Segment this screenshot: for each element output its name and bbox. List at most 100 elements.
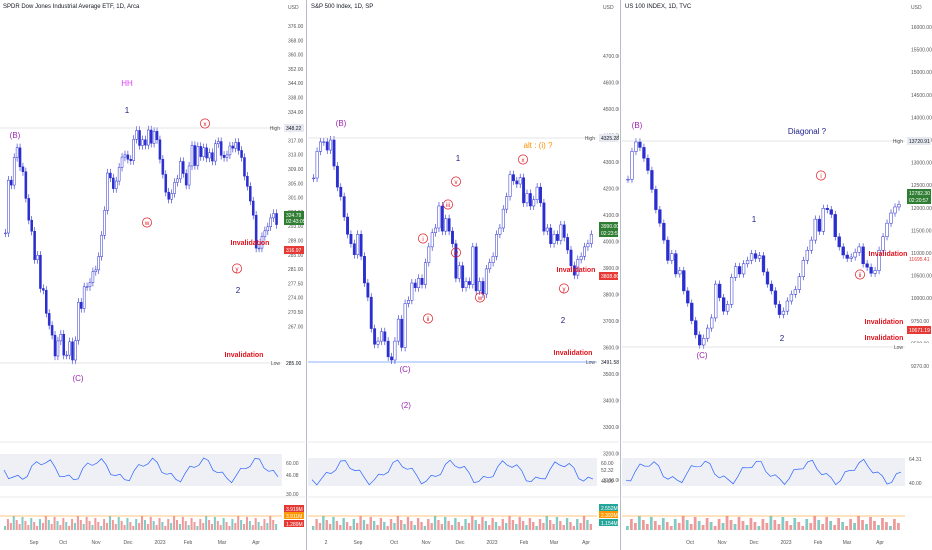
y-tick-label: 3400.00 xyxy=(603,399,619,405)
volume-bar xyxy=(181,517,184,530)
wave-label: (2) xyxy=(401,401,411,410)
candle xyxy=(634,141,638,152)
candle xyxy=(97,256,101,271)
volume-bar xyxy=(789,525,793,530)
x-tick-label: Feb xyxy=(814,540,823,546)
y-tick-label: 4500.00 xyxy=(603,107,619,113)
candle xyxy=(176,178,179,183)
candle xyxy=(132,139,135,161)
volume-bar xyxy=(753,522,757,530)
volume-bar xyxy=(88,521,91,530)
volume-bar xyxy=(761,519,765,530)
candle xyxy=(809,239,813,251)
wave-label: x xyxy=(204,122,207,128)
wave-label: Invalidation xyxy=(231,240,270,247)
volume-bar xyxy=(565,518,569,530)
volume-bar xyxy=(464,519,467,530)
y-tick-label: 14000.00 xyxy=(911,115,932,121)
y-tick-label: 274.00 xyxy=(288,296,304,302)
x-tick-label: 2023 xyxy=(780,540,791,546)
candle xyxy=(4,232,7,235)
candle xyxy=(829,209,833,215)
candle xyxy=(216,141,220,145)
volume-bar xyxy=(427,519,430,530)
volume-bar xyxy=(569,522,572,530)
candle xyxy=(369,296,373,329)
volume-bar xyxy=(312,526,315,530)
volume-bar xyxy=(18,524,21,530)
price-tag-value: 348.22 xyxy=(286,126,302,132)
candle xyxy=(196,146,200,166)
candle xyxy=(559,224,563,241)
wave-label: i xyxy=(820,174,821,180)
volume-bar xyxy=(225,522,228,530)
volume-bar xyxy=(315,519,318,530)
volume-bar xyxy=(562,525,565,530)
volume-bar xyxy=(491,518,494,530)
volume-bar xyxy=(272,520,275,530)
candle xyxy=(706,327,710,339)
candle xyxy=(869,266,873,274)
candle xyxy=(658,209,662,224)
chart-svg-dia[interactable]: USD 376.00 368.00 360.00 352.00 344.00 338.00 3… xyxy=(0,0,305,550)
candle xyxy=(88,282,92,287)
y-tick-label: 4300.00 xyxy=(603,160,619,166)
panel-divider[interactable] xyxy=(620,0,621,550)
candle xyxy=(522,177,526,204)
volume-bar xyxy=(430,523,433,530)
candle xyxy=(383,331,387,342)
candle xyxy=(219,141,223,156)
wave-label: 2 xyxy=(236,286,241,295)
y-tick-label: 3300.00 xyxy=(603,425,619,431)
chart-svg-spx[interactable]: USD4700.004600.004500.004400.004300.0042… xyxy=(308,0,619,550)
panel-divider[interactable] xyxy=(306,0,307,550)
candle xyxy=(187,165,191,186)
candle xyxy=(112,177,115,189)
volume-tag-value: 2.552M xyxy=(601,506,618,512)
volume-bar xyxy=(837,518,841,530)
candle xyxy=(797,276,802,290)
volume-bar xyxy=(641,520,645,530)
volume-bar xyxy=(184,521,187,530)
volume-bar xyxy=(498,526,501,530)
candle xyxy=(246,175,249,187)
volume-bar xyxy=(515,524,518,530)
candle xyxy=(77,302,80,341)
y-tick-label: 16000.00 xyxy=(911,25,932,31)
price-tag-value: 13720.91 xyxy=(909,139,930,145)
y-tick-label: 352.00 xyxy=(288,67,304,73)
volume-bar xyxy=(589,524,592,530)
volume-bar xyxy=(27,525,30,530)
candle xyxy=(47,313,51,326)
candle xyxy=(123,154,127,158)
volume-bar xyxy=(79,520,82,530)
volume-bar xyxy=(372,521,376,530)
chart-panel-dia[interactable]: USD 376.00 368.00 360.00 352.00 344.00 338.00 3… xyxy=(0,0,305,550)
chart-panel-ndx[interactable]: USD 16000.00 15500.00 15000.00 14500.00 14000… xyxy=(622,0,932,550)
candle xyxy=(312,177,316,180)
candle xyxy=(33,230,36,260)
candle xyxy=(528,193,532,207)
volume-bar xyxy=(260,526,263,530)
wave-label: v xyxy=(455,180,458,186)
volume-bar xyxy=(173,516,176,530)
price-tag-value: 316.97 xyxy=(286,248,302,254)
price-tag-label: Low xyxy=(586,360,596,366)
candle xyxy=(837,236,841,248)
candle xyxy=(729,277,734,305)
chart-panel-spx[interactable]: USD4700.004600.004500.004400.004300.0042… xyxy=(308,0,619,550)
volume-bar xyxy=(865,524,868,530)
volume-bar xyxy=(152,521,155,530)
volume-bar xyxy=(673,519,677,530)
chart-svg-ndx[interactable]: USD 16000.00 15500.00 15000.00 14500.00 14000… xyxy=(622,0,932,550)
x-tick-label: Nov xyxy=(92,540,101,546)
price-tag-box xyxy=(284,211,304,219)
candle xyxy=(642,147,646,159)
y-tick-label: 4100.00 xyxy=(603,213,619,219)
volume-bar xyxy=(532,522,535,530)
candle xyxy=(407,300,410,304)
candle xyxy=(173,182,176,194)
candle xyxy=(849,256,853,259)
volume-bar xyxy=(254,518,257,530)
candle xyxy=(376,340,380,345)
